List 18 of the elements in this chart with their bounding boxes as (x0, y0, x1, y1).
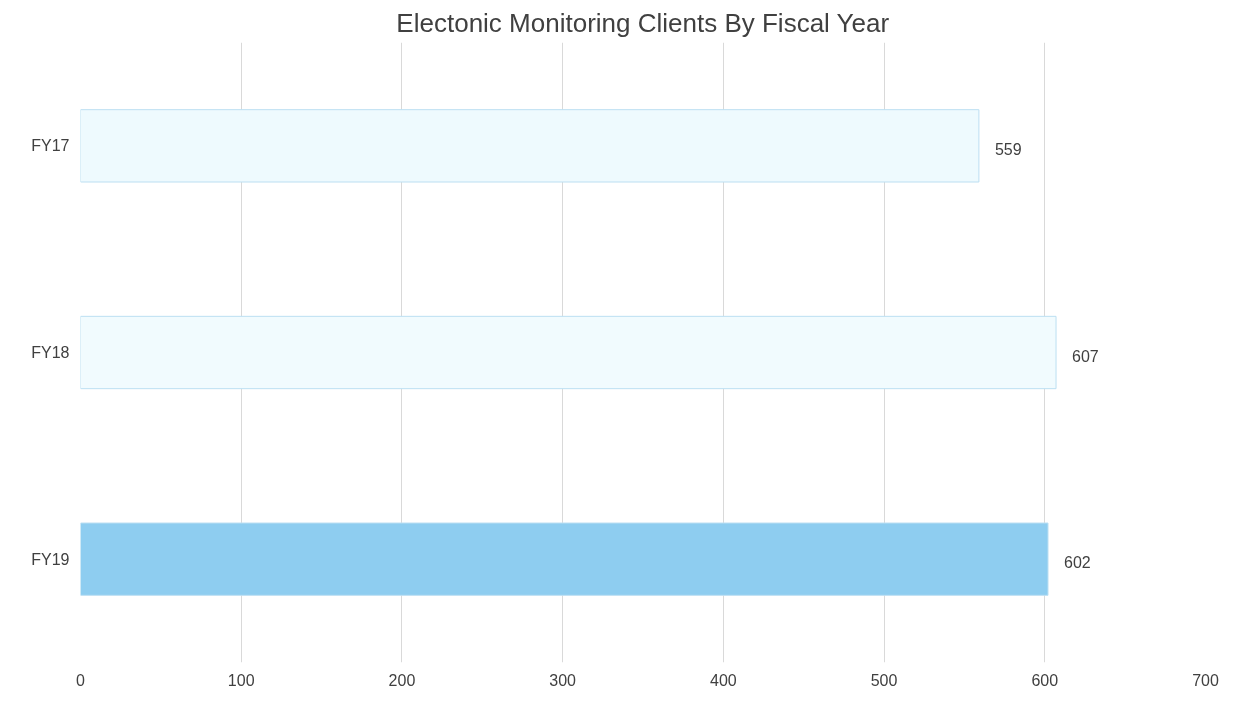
bar (80, 109, 980, 183)
x-tick-label: 0 (76, 671, 86, 689)
x-tick-label: 200 (388, 671, 416, 689)
data-label: 602 (1064, 554, 1091, 572)
y-tick-label: FY19 (31, 550, 70, 568)
x-tick-label: 700 (1192, 671, 1219, 689)
bar (80, 315, 1057, 390)
y-tick-label: FY17 (31, 137, 70, 155)
bar (80, 522, 1049, 596)
y-tick-label: FY18 (31, 344, 70, 361)
x-tick-label: 500 (870, 671, 898, 689)
x-tick-label: 600 (1031, 671, 1059, 689)
x-tick-label: 300 (549, 671, 577, 689)
x-tick-label: 100 (227, 671, 255, 689)
data-label: 559 (994, 140, 1022, 158)
data-label: 607 (1072, 347, 1099, 365)
x-tick-label: 400 (710, 671, 737, 689)
chart-title: Electonic Monitoring Clients By Fiscal Year (396, 7, 890, 38)
